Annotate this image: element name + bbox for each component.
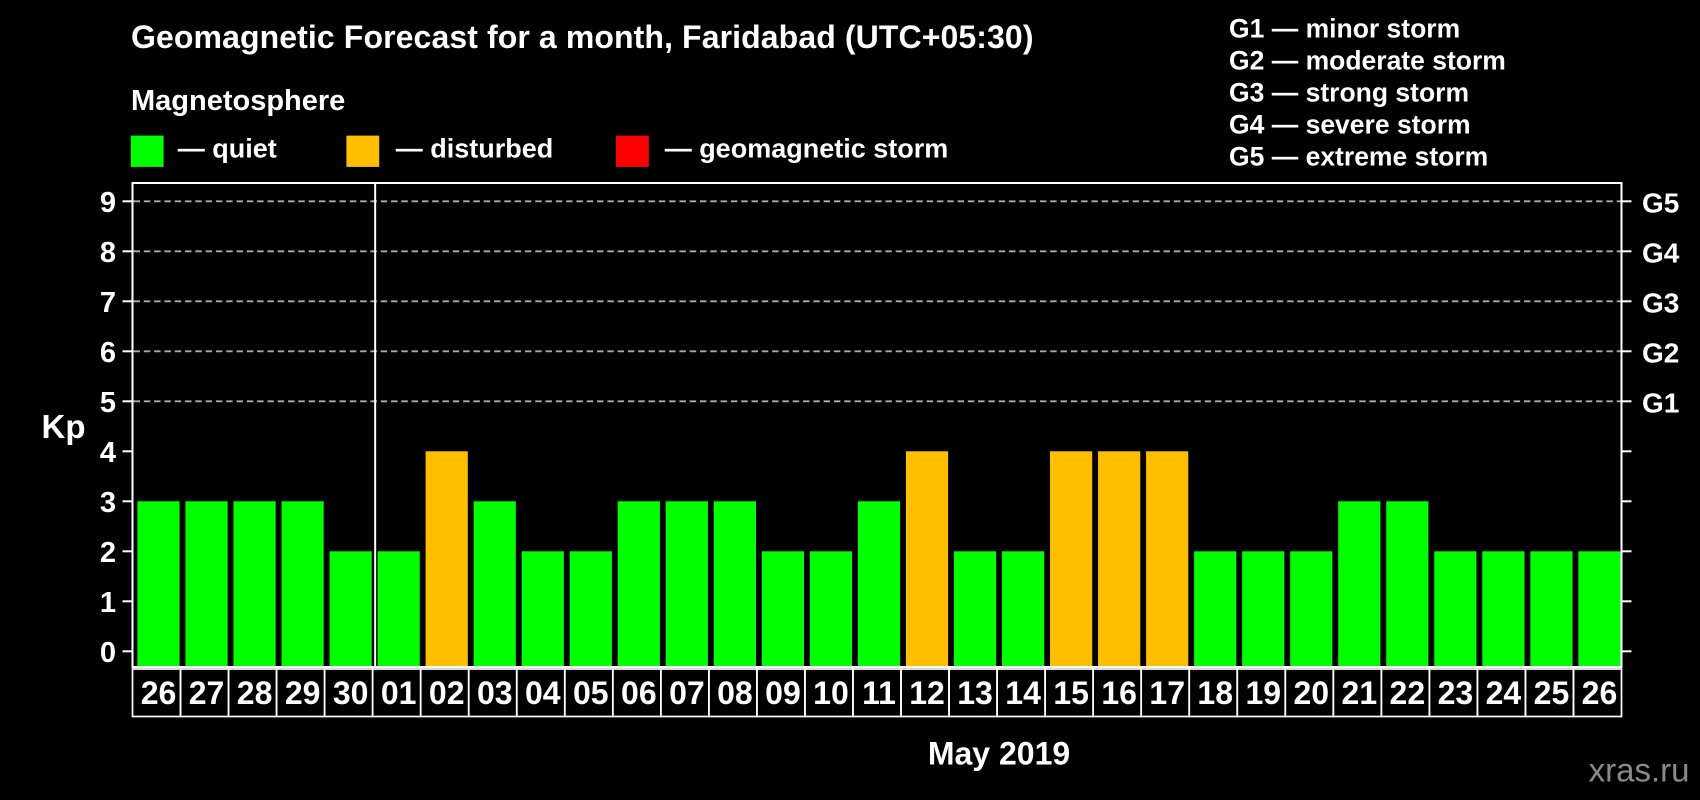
svg-text:G5: G5 (1642, 187, 1679, 218)
svg-text:08: 08 (717, 675, 753, 711)
svg-text:21: 21 (1342, 675, 1378, 711)
svg-text:4: 4 (100, 437, 116, 469)
svg-text:G4 — severe storm: G4 — severe storm (1229, 110, 1471, 140)
svg-text:12: 12 (909, 675, 945, 711)
svg-text:26: 26 (141, 675, 177, 711)
svg-text:0: 0 (100, 637, 116, 669)
svg-text:G1: G1 (1642, 387, 1679, 418)
svg-text:28: 28 (237, 675, 273, 711)
svg-text:2: 2 (100, 537, 116, 569)
svg-text:Kp: Kp (42, 408, 86, 445)
svg-text:16: 16 (1101, 675, 1137, 711)
svg-text:05: 05 (573, 675, 609, 711)
svg-text:Magnetosphere: Magnetosphere (131, 85, 345, 117)
svg-text:— quiet: — quiet (178, 134, 277, 164)
svg-text:G4: G4 (1642, 237, 1680, 268)
svg-text:18: 18 (1197, 675, 1233, 711)
svg-text:02: 02 (429, 675, 465, 711)
svg-text:G2: G2 (1642, 337, 1679, 368)
svg-text:23: 23 (1438, 675, 1474, 711)
svg-text:G3: G3 (1642, 287, 1679, 318)
svg-text:19: 19 (1245, 675, 1281, 711)
svg-text:15: 15 (1053, 675, 1089, 711)
svg-text:xras.ru: xras.ru (1589, 752, 1690, 789)
svg-text:20: 20 (1293, 675, 1329, 711)
svg-text:8: 8 (100, 237, 116, 269)
svg-text:01: 01 (381, 675, 417, 711)
svg-text:G3 — strong storm: G3 — strong storm (1229, 78, 1469, 108)
svg-text:5: 5 (100, 387, 116, 419)
svg-text:03: 03 (477, 675, 513, 711)
svg-text:04: 04 (525, 675, 561, 711)
svg-text:09: 09 (765, 675, 801, 711)
svg-text:13: 13 (957, 675, 993, 711)
svg-text:1: 1 (100, 587, 116, 619)
svg-text:30: 30 (333, 675, 369, 711)
svg-text:22: 22 (1390, 675, 1426, 711)
svg-text:G1 — minor storm: G1 — minor storm (1229, 14, 1460, 44)
svg-text:27: 27 (189, 675, 225, 711)
svg-text:06: 06 (621, 675, 657, 711)
svg-text:25: 25 (1534, 675, 1570, 711)
svg-text:9: 9 (100, 187, 116, 219)
svg-text:07: 07 (669, 675, 705, 711)
svg-text:14: 14 (1005, 675, 1041, 711)
svg-text:G5 — extreme storm: G5 — extreme storm (1229, 142, 1488, 172)
svg-text:— disturbed: — disturbed (396, 134, 554, 164)
svg-text:3: 3 (100, 487, 116, 519)
svg-text:Geomagnetic Forecast for a mon: Geomagnetic Forecast for a month, Farida… (131, 19, 1034, 55)
svg-text:29: 29 (285, 675, 321, 711)
svg-text:17: 17 (1149, 675, 1185, 711)
svg-text:26: 26 (1582, 675, 1618, 711)
svg-text:10: 10 (813, 675, 849, 711)
svg-text:May 2019: May 2019 (928, 736, 1070, 772)
svg-text:11: 11 (862, 675, 896, 711)
svg-text:24: 24 (1486, 675, 1522, 711)
svg-text:6: 6 (100, 337, 116, 369)
svg-text:7: 7 (100, 287, 116, 319)
svg-text:G2 — moderate storm: G2 — moderate storm (1229, 46, 1506, 76)
svg-text:— geomagnetic storm: — geomagnetic storm (665, 134, 949, 164)
